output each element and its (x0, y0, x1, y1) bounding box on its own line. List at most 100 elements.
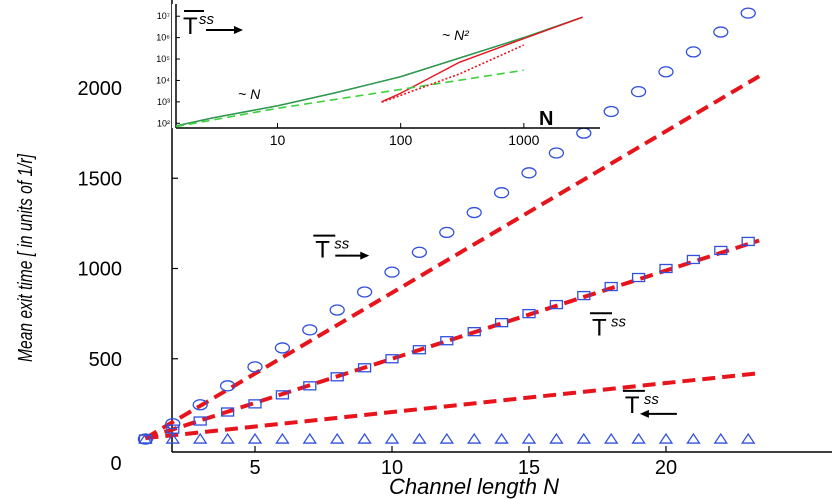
triangle-marker (576, 432, 592, 444)
x-tick-label: 5 (249, 457, 260, 479)
square-marker (494, 317, 509, 328)
inset-curve-3 (381, 16, 583, 103)
circle-marker (466, 206, 482, 219)
inset-legend: T ss (183, 10, 243, 40)
inset-curve-4 (175, 69, 524, 128)
square-marker (412, 345, 427, 355)
circle-marker (192, 399, 208, 411)
circle-marker (630, 85, 647, 98)
square-marker (220, 407, 235, 417)
inset-background (172, 4, 600, 128)
square-marker (303, 381, 317, 391)
square-marker (577, 290, 591, 301)
inset-legend-sup: ss (199, 11, 215, 28)
inset-tick-labels: 10 100 1000 10² 10³ 10⁴ 10⁵ 10⁶ 10⁷ (156, 11, 540, 148)
circle-marker (658, 66, 674, 78)
inset-chart: 10 100 1000 10² 10³ 10⁴ 10⁵ 10⁶ 10⁷ T ss ~ N ~ N… (156, 4, 600, 148)
circle-marker (439, 226, 455, 239)
circle-marker (329, 304, 345, 316)
square-marker (604, 281, 618, 292)
square-marker (549, 299, 564, 310)
triangle-marker (740, 432, 756, 444)
inset-y-tick-label: 10⁷ (157, 11, 170, 21)
inset-curve-2 (175, 16, 583, 127)
circle-marker (302, 324, 318, 336)
inset-annotation-linear: ~ N (238, 86, 261, 102)
inset-y-tick-label: 10⁵ (156, 54, 170, 64)
square-marker (686, 254, 701, 265)
y-tick-label: 1000 (78, 259, 123, 281)
inset-lines (175, 16, 583, 128)
triangle-marker (302, 432, 318, 444)
triangle-marker (466, 432, 482, 444)
x-tick-label: 20 (655, 457, 677, 479)
triangle-marker (412, 432, 427, 444)
triangle-marker (603, 432, 619, 444)
annotation-sup: ss (334, 236, 350, 253)
annotation-arrowhead (360, 251, 370, 260)
inset-axes (175, 4, 600, 129)
x-tick-label: 10 (381, 457, 403, 479)
square-marker (631, 272, 646, 283)
square-marker (741, 236, 755, 247)
annotation-label: T (625, 392, 640, 419)
square-marker (467, 327, 481, 337)
circle-marker (740, 7, 756, 19)
circle-marker (576, 127, 592, 139)
main-fit-lines (144, 74, 761, 441)
triangle-marker (247, 432, 263, 444)
inset-y-tick-label: 10⁴ (156, 75, 170, 85)
circle-marker (411, 246, 428, 258)
triangle-marker (384, 432, 400, 444)
triangle-marker (329, 432, 345, 444)
triangle-marker (439, 432, 455, 444)
triangle-marker (521, 432, 537, 444)
square-marker (714, 245, 728, 256)
main-tick-labels: 5 10 15 20 500 1000 1500 2000 0 (78, 78, 678, 479)
circle-marker (384, 266, 400, 278)
triangle-marker (658, 432, 674, 444)
triangle-marker (165, 432, 181, 444)
circle-marker (521, 167, 537, 179)
circle-marker (713, 26, 729, 38)
annotation-label: T (315, 237, 330, 264)
circle-marker (219, 380, 236, 392)
square-marker (248, 399, 262, 409)
circle-marker (548, 147, 565, 159)
triangle-marker (549, 432, 564, 444)
square-marker (385, 354, 399, 364)
circle-marker (247, 361, 263, 373)
inset-y-tick-label: 10² (157, 118, 170, 128)
circle-marker (356, 286, 373, 298)
y-tick-label: 1500 (78, 168, 123, 190)
inset-legend-label: T (183, 13, 198, 40)
y-tick-label: 2000 (78, 78, 123, 100)
inset-x-tick-label: 10 (270, 132, 286, 148)
fit-line-3 (145, 371, 760, 441)
square-marker (330, 372, 344, 382)
circle-marker (165, 418, 181, 430)
annotation-label: T (592, 314, 607, 341)
x-axis-label: Channel length N (389, 474, 559, 499)
y-axis-label: Mean exit time [ in units of 1/r] (14, 153, 36, 362)
square-marker (522, 308, 536, 319)
annotation-arrowhead (639, 409, 649, 418)
triangle-marker (713, 432, 729, 444)
inset-x-tick-label: 1000 (508, 132, 539, 148)
circle-marker (493, 187, 510, 199)
triangle-marker (192, 432, 208, 444)
square-marker (193, 416, 207, 426)
main-markers (137, 7, 756, 445)
triangle-marker (357, 432, 372, 444)
triangle-marker (138, 432, 153, 444)
square-marker (357, 363, 372, 373)
inset-y-tick-label: 10³ (157, 97, 170, 107)
triangle-marker (220, 432, 235, 444)
inset-legend-arrowhead (234, 26, 243, 34)
inset-x-axis-label: N (539, 108, 553, 130)
x-tick-label: 15 (518, 457, 540, 479)
triangle-marker (494, 432, 509, 444)
annotation-sup: ss (644, 391, 660, 408)
inset-curve-5 (381, 44, 525, 104)
